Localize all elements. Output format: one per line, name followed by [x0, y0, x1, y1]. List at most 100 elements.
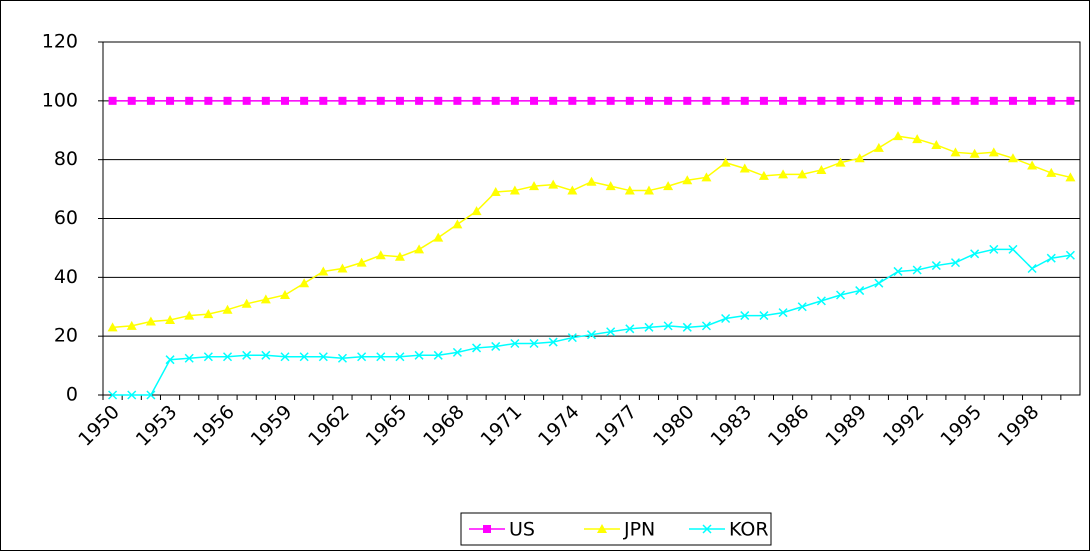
marker — [1066, 96, 1075, 105]
y-tick-label: 40 — [54, 266, 78, 288]
marker — [913, 96, 922, 105]
marker — [855, 286, 865, 296]
marker — [779, 96, 788, 105]
y-tick-label: 20 — [54, 325, 78, 347]
marker — [912, 265, 922, 275]
marker — [797, 169, 808, 179]
marker — [854, 153, 865, 163]
marker — [433, 350, 443, 360]
marker — [683, 96, 692, 105]
marker — [338, 96, 347, 105]
marker — [222, 304, 233, 314]
marker — [337, 353, 347, 363]
y-tick-label: 120 — [42, 31, 78, 53]
marker — [549, 96, 558, 105]
marker — [798, 96, 807, 105]
marker — [300, 96, 309, 105]
marker — [950, 147, 961, 157]
marker — [1065, 172, 1076, 182]
marker — [931, 139, 942, 149]
marker — [932, 96, 941, 105]
marker — [318, 352, 328, 362]
marker — [625, 96, 634, 105]
marker — [817, 96, 826, 105]
marker — [702, 96, 711, 105]
marker — [1028, 96, 1037, 105]
marker — [664, 96, 673, 105]
marker — [184, 310, 195, 320]
marker — [318, 266, 329, 276]
marker — [1027, 160, 1038, 170]
marker — [682, 322, 692, 332]
marker — [893, 266, 903, 276]
marker — [701, 321, 711, 331]
marker — [108, 390, 118, 400]
marker — [625, 324, 635, 334]
marker — [597, 524, 607, 533]
marker — [816, 164, 827, 174]
marker — [643, 185, 654, 195]
marker — [415, 96, 424, 105]
marker — [299, 278, 310, 288]
marker — [165, 314, 176, 324]
marker — [414, 350, 424, 360]
marker — [375, 250, 386, 260]
marker — [165, 355, 175, 365]
marker — [241, 298, 252, 308]
marker — [483, 525, 491, 533]
marker — [586, 330, 597, 340]
marker — [146, 390, 156, 400]
marker — [682, 175, 693, 185]
marker — [797, 302, 807, 312]
marker — [873, 142, 884, 152]
marker — [567, 185, 578, 195]
marker — [912, 134, 923, 144]
marker — [606, 327, 616, 337]
marker — [663, 181, 674, 191]
marker — [1008, 244, 1018, 254]
marker — [395, 352, 405, 362]
marker — [702, 524, 712, 534]
y-tick-label: 60 — [54, 207, 78, 229]
marker — [855, 96, 864, 105]
marker — [874, 96, 883, 105]
marker — [740, 96, 749, 105]
marker — [835, 157, 846, 167]
marker — [606, 96, 615, 105]
marker — [376, 352, 386, 362]
marker — [204, 96, 213, 105]
marker — [510, 96, 519, 105]
marker — [988, 147, 999, 157]
marker — [568, 96, 577, 105]
marker — [950, 258, 961, 268]
marker — [185, 96, 194, 105]
marker — [395, 96, 404, 105]
marker — [548, 337, 558, 347]
marker — [299, 352, 309, 362]
marker — [280, 352, 290, 362]
marker — [203, 309, 214, 319]
marker — [605, 181, 616, 191]
marker — [376, 96, 385, 105]
marker — [1046, 253, 1056, 263]
marker — [586, 176, 597, 186]
marker — [894, 96, 903, 105]
marker — [529, 181, 540, 191]
marker — [644, 96, 653, 105]
marker — [951, 96, 960, 105]
marker — [970, 96, 979, 105]
marker — [836, 96, 845, 105]
marker — [759, 311, 769, 321]
marker — [166, 96, 175, 105]
marker — [319, 96, 328, 105]
marker — [970, 249, 980, 259]
marker — [931, 261, 941, 271]
marker — [1046, 167, 1057, 177]
marker — [1065, 250, 1075, 260]
marker — [759, 96, 768, 105]
marker — [394, 251, 405, 261]
marker — [490, 187, 501, 197]
marker — [453, 96, 462, 105]
